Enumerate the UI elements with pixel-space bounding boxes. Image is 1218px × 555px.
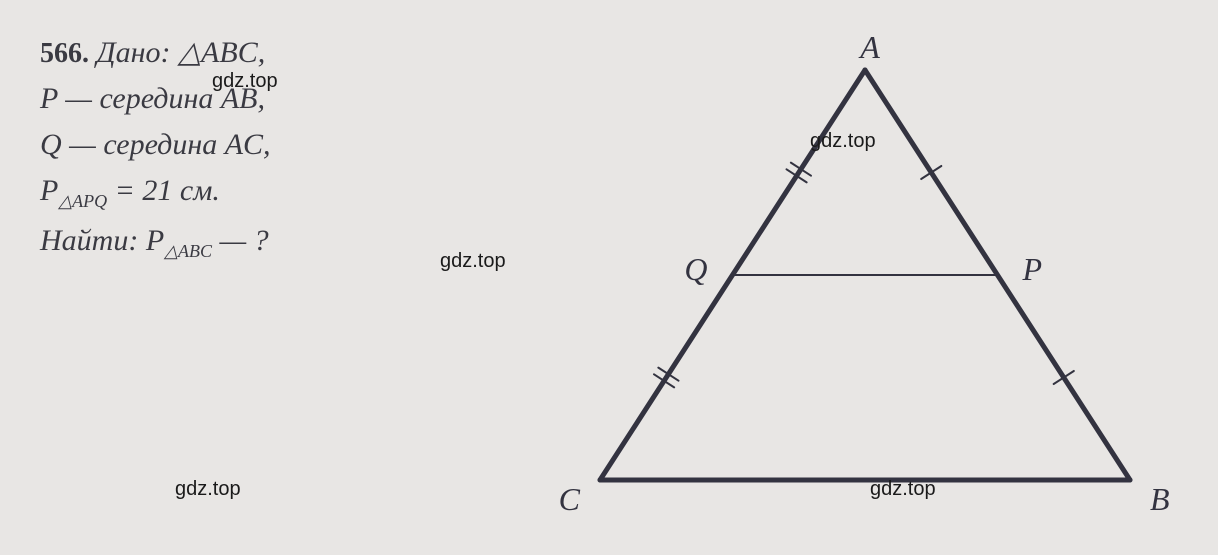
problem-number: 566. bbox=[40, 38, 89, 69]
var-p: P bbox=[40, 82, 58, 115]
problem-text: 566. Дано: △ABC, P — середина AB, Q — се… bbox=[40, 30, 560, 525]
svg-text:A: A bbox=[858, 30, 880, 65]
sub-abc: △ABC bbox=[164, 241, 212, 261]
midpoint-text-2: — середина bbox=[62, 128, 225, 161]
triangle-diagram: A B C P Q bbox=[560, 30, 1180, 540]
question-mark: — ? bbox=[212, 224, 269, 257]
watermark: gdz.top bbox=[870, 478, 936, 501]
line-perimeter-apq: P△APQ = 21 см. bbox=[40, 174, 560, 212]
find-prefix: Найти: bbox=[40, 224, 146, 257]
watermark: gdz.top bbox=[175, 478, 241, 501]
svg-text:C: C bbox=[560, 481, 581, 517]
var-q: Q bbox=[40, 128, 62, 161]
line-q-midpoint: Q — середина AC, bbox=[40, 128, 560, 162]
watermark: gdz.top bbox=[212, 70, 278, 93]
diagram-area: A B C P Q bbox=[560, 30, 1180, 525]
eq-21: = 21 см. bbox=[107, 174, 220, 207]
watermark: gdz.top bbox=[810, 130, 876, 153]
svg-text:P: P bbox=[1022, 251, 1043, 287]
svg-text:Q: Q bbox=[684, 251, 707, 287]
seg-ac: AC, bbox=[225, 128, 271, 161]
line-given: 566. Дано: △ABC, bbox=[40, 35, 560, 70]
perim-p: P bbox=[40, 174, 58, 207]
sub-apq: △APQ bbox=[58, 191, 107, 211]
triangle-abc: △ABC, bbox=[178, 36, 265, 69]
line-p-midpoint: P — середина AB, bbox=[40, 82, 560, 116]
midpoint-text: — середина bbox=[58, 82, 221, 115]
watermark: gdz.top bbox=[440, 250, 506, 273]
perim-p2: P bbox=[146, 224, 164, 257]
given-prefix: Дано: bbox=[97, 36, 178, 69]
svg-text:B: B bbox=[1150, 481, 1170, 517]
